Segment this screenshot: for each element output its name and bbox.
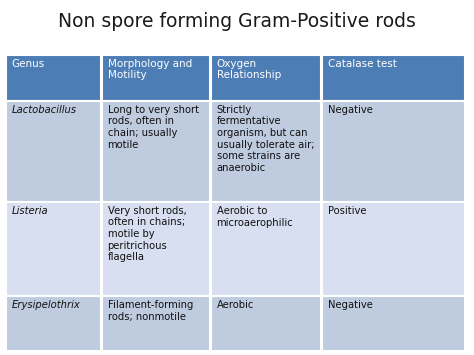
Text: Very short rods,
often in chains;
motile by
peritrichous
flagella: Very short rods, often in chains; motile…: [108, 206, 186, 262]
Text: Filament-forming
rods; nonmotile: Filament-forming rods; nonmotile: [108, 300, 193, 322]
Text: Oxygen
Relationship: Oxygen Relationship: [217, 59, 281, 80]
Bar: [102, 101, 210, 202]
Bar: [211, 202, 321, 296]
Bar: [322, 296, 465, 351]
Bar: [211, 55, 321, 101]
Text: Lactobacillus: Lactobacillus: [12, 105, 77, 115]
Text: Listeria: Listeria: [12, 206, 48, 216]
Text: Negative: Negative: [328, 105, 373, 115]
Text: Long to very short
rods, often in
chain; usually
motile: Long to very short rods, often in chain;…: [108, 105, 199, 149]
Bar: [211, 296, 321, 351]
Bar: [6, 55, 101, 101]
Bar: [6, 296, 101, 351]
Bar: [322, 55, 465, 101]
Text: Negative: Negative: [328, 300, 373, 310]
Bar: [322, 101, 465, 202]
Bar: [102, 202, 210, 296]
Text: Genus: Genus: [12, 59, 45, 69]
Text: Aerobic: Aerobic: [217, 300, 254, 310]
Text: Erysipelothrix: Erysipelothrix: [12, 300, 81, 310]
Text: Catalase test: Catalase test: [328, 59, 397, 69]
Text: Positive: Positive: [328, 206, 366, 216]
Text: Aerobic to
microaerophilic: Aerobic to microaerophilic: [217, 206, 293, 228]
Bar: [102, 296, 210, 351]
Text: Strictly
fermentative
organism, but can
usually tolerate air;
some strains are
a: Strictly fermentative organism, but can …: [217, 105, 314, 173]
Bar: [6, 101, 101, 202]
Bar: [211, 101, 321, 202]
Text: Morphology and
Motility: Morphology and Motility: [108, 59, 192, 80]
Bar: [322, 202, 465, 296]
Bar: [6, 202, 101, 296]
Bar: [102, 55, 210, 101]
Text: Non spore forming Gram-Positive rods: Non spore forming Gram-Positive rods: [58, 12, 416, 32]
